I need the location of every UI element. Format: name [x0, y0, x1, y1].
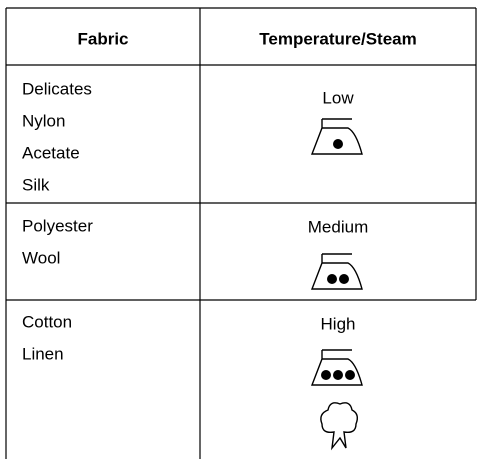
iron-icon	[310, 118, 363, 155]
setting: Medium	[308, 217, 368, 236]
iron-icon	[310, 349, 363, 386]
fabric: Wool	[22, 248, 60, 267]
header-cell: Fabric	[77, 29, 128, 48]
setting: Low	[322, 88, 354, 107]
fabric: Polyester	[22, 216, 93, 235]
iron-icon	[310, 253, 363, 290]
fabric: Nylon	[22, 111, 65, 130]
header-cell: Temperature/Steam	[259, 29, 416, 48]
fabric: Cotton	[22, 312, 72, 331]
fabric: Acetate	[22, 143, 80, 162]
fabric: Delicates	[22, 79, 92, 98]
setting: High	[321, 314, 356, 333]
fabric: Silk	[22, 175, 50, 194]
fabric: Linen	[22, 344, 64, 363]
steam-icon	[320, 402, 359, 451]
